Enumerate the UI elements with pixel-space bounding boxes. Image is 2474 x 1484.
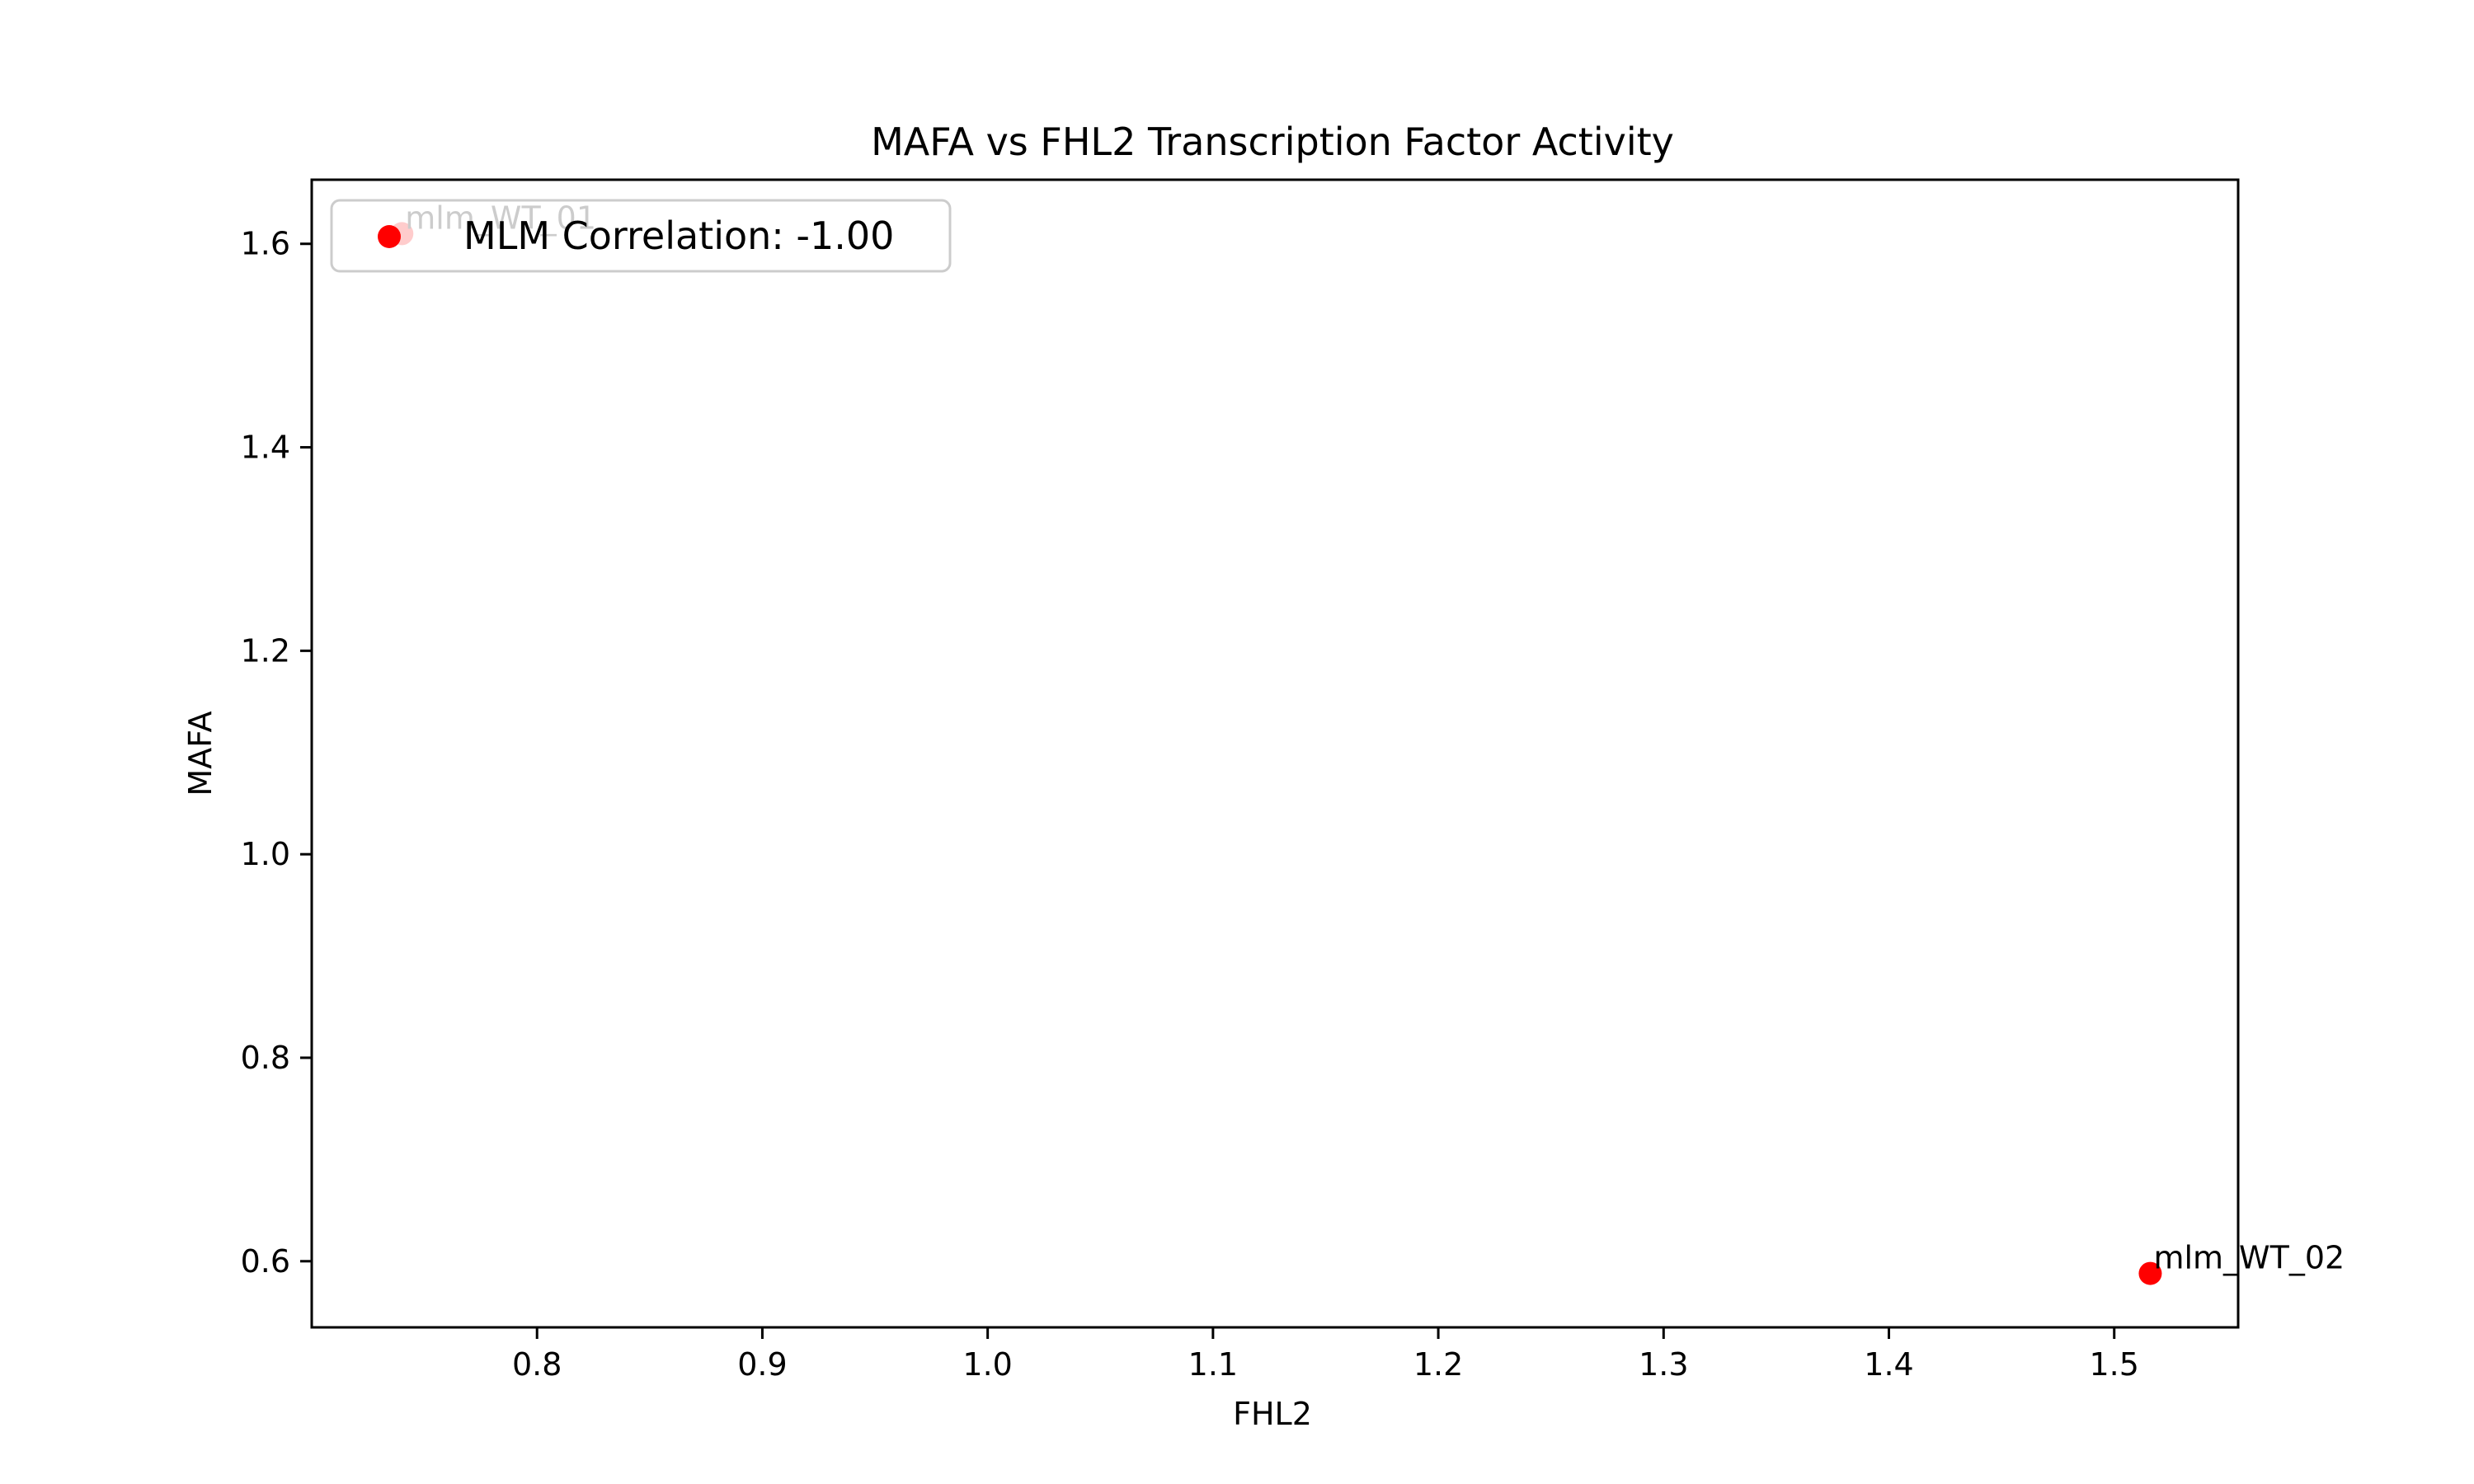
y-axis-label: MAFA [182,711,219,796]
legend: MLM Correlation: -1.00 [330,199,952,273]
x-tick-label: 1.5 [2090,1346,2139,1383]
y-tick-label: 1.4 [241,430,290,466]
legend-marker [378,225,401,248]
chart-title: MAFA vs FHL2 Transcription Factor Activi… [871,120,1674,164]
x-tick-label: 1.4 [1864,1346,1913,1383]
x-tick-label: 1.0 [962,1346,1012,1383]
legend-label: MLM Correlation: -1.00 [463,214,894,258]
y-tick-label: 1.6 [241,226,290,262]
x-tick-label: 1.1 [1188,1346,1238,1383]
axis-ticks: 0.8 0.9 1.0 1.1 1.2 1.3 1.4 1.5 0.6 0.8 1.0 1.2 1.4 1… [241,226,2139,1383]
x-axis-label: FHL2 [1233,1396,1312,1432]
y-tick-label: 0.8 [241,1040,290,1076]
y-tick-label: 1.2 [241,632,290,669]
point-label: mlm_WT_02 [2153,1240,2345,1276]
x-tick-label: 1.3 [1639,1346,1688,1383]
x-tick-label: 0.8 [512,1346,562,1383]
data-point [2138,1261,2162,1285]
y-tick-label: 0.6 [241,1243,290,1280]
plot-frame [310,178,2240,1329]
x-tick-label: 0.9 [737,1346,787,1383]
x-tick-label: 1.2 [1413,1346,1463,1383]
y-tick-label: 1.0 [241,836,290,872]
legend-box [330,199,952,273]
